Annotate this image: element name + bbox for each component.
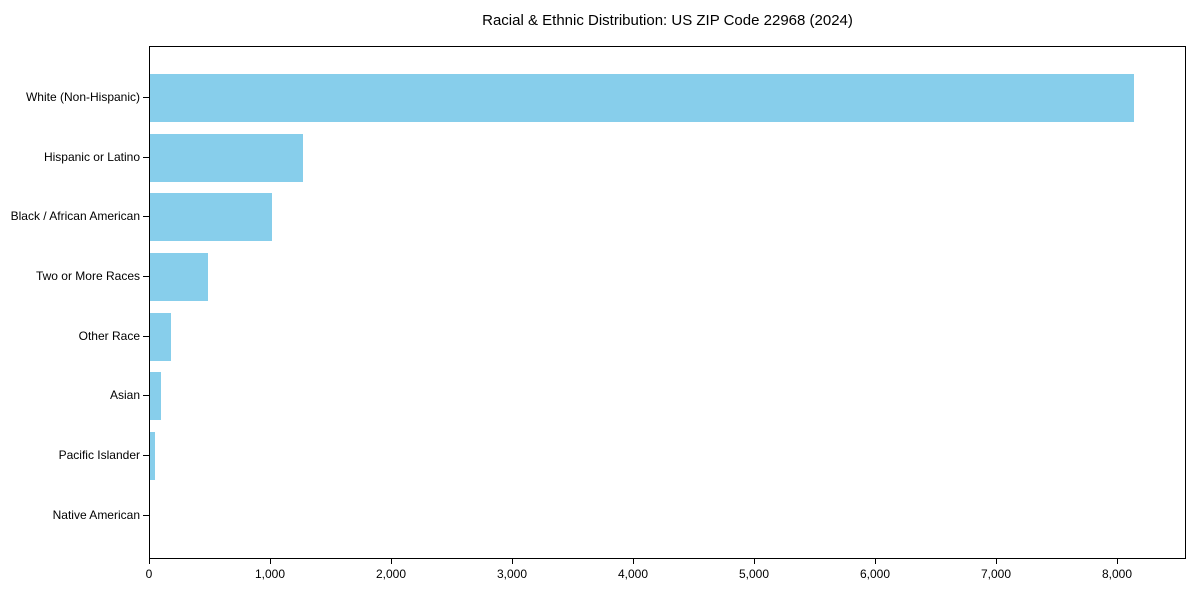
bar <box>150 372 162 421</box>
x-tick <box>149 558 150 564</box>
x-tick <box>512 558 513 564</box>
x-tick <box>391 558 392 564</box>
y-axis-label: Other Race <box>78 328 140 343</box>
y-tick <box>143 97 149 98</box>
x-tick-label: 8,000 <box>1102 567 1133 581</box>
x-tick <box>270 558 271 564</box>
x-tick-label: 4,000 <box>617 567 649 581</box>
x-tick-label: 1,000 <box>254 567 286 581</box>
y-axis-label: Hispanic or Latino <box>43 149 140 164</box>
x-tick-label: 6,000 <box>860 567 891 581</box>
y-tick <box>143 395 149 397</box>
y-axis-label: White (Non-Hispanic) <box>25 90 140 104</box>
y-tick <box>143 156 149 158</box>
x-tick-label: 5,000 <box>739 567 770 581</box>
bar <box>150 133 303 182</box>
x-tick <box>996 558 998 564</box>
y-tick <box>143 276 149 277</box>
bar <box>150 253 208 301</box>
x-tick <box>633 558 634 564</box>
y-tick <box>143 514 149 516</box>
bar <box>150 432 155 481</box>
x-tick-label: 2,000 <box>375 567 407 581</box>
y-tick <box>143 335 149 337</box>
bar <box>150 312 172 361</box>
x-tick-label: 3,000 <box>496 567 528 581</box>
x-tick <box>875 558 877 564</box>
x-tick <box>1117 558 1119 564</box>
plot-area <box>149 46 1186 559</box>
chart-title: Racial & Ethnic Distribution: US ZIP Cod… <box>482 12 853 29</box>
y-tick <box>143 455 149 457</box>
x-tick <box>754 558 756 564</box>
y-axis-label: Native American <box>52 507 140 522</box>
y-axis-label: Asian <box>109 388 140 403</box>
y-axis-label: Pacific Islander <box>58 448 140 463</box>
y-axis-label: Two or More Races <box>35 269 140 283</box>
bar <box>150 74 1135 122</box>
y-axis-label: Black / African American <box>10 209 140 224</box>
bar <box>150 193 272 242</box>
x-tick-label: 7,000 <box>981 567 1012 581</box>
x-tick-label: 0 <box>145 567 153 581</box>
y-tick <box>143 216 149 218</box>
